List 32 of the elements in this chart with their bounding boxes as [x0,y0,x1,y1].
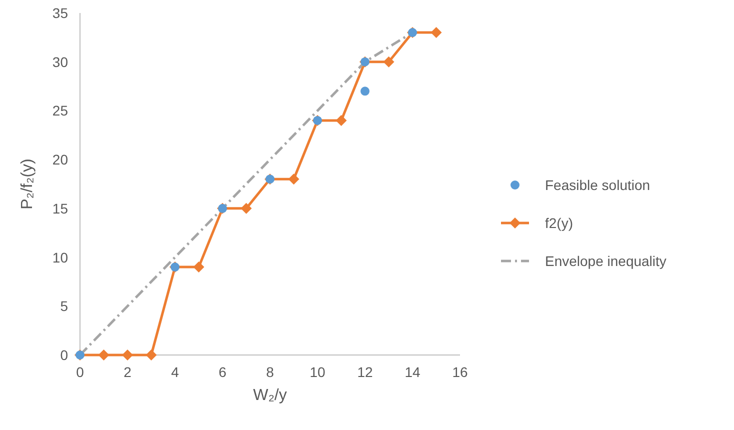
legend-label: Envelope inequality [545,253,666,269]
x-tick-label: 6 [218,364,227,380]
point [193,262,204,273]
x-axis-title: W₂/y [253,387,287,404]
point [430,27,442,38]
x-tick-label: 8 [266,364,274,380]
y-tick-label: 35 [52,5,68,21]
x-tick-label: 10 [310,364,326,380]
point [240,202,252,214]
point [336,114,347,126]
point [288,174,300,185]
y-tick-label: 15 [52,200,68,216]
y-tick-label: 10 [52,249,68,266]
legend-label: f2(y) [545,215,573,231]
x-tick-label: 2 [124,364,132,380]
y-tick-label: 5 [60,298,68,314]
y-axis-title: P₂/f₂(y) [19,158,36,210]
point [360,86,370,96]
legend-label: Feasible solution [545,177,650,193]
point [98,350,110,360]
point [146,350,157,360]
x-tick-label: 4 [171,364,180,380]
y-tick-label: 25 [52,102,68,119]
y-tick-label: 0 [60,347,68,363]
x-tick-label: 16 [452,364,468,380]
x-tick-label: 12 [357,364,373,380]
y-tick-label: 30 [52,54,68,70]
point [122,350,133,360]
point [383,56,394,68]
y-tick-label: 20 [52,152,68,168]
x-tick-label: 0 [76,364,84,380]
x-tick-label: 14 [404,364,420,380]
